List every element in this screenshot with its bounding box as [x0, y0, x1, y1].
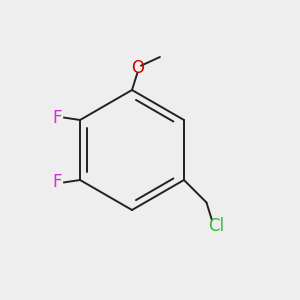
Text: O: O: [131, 58, 144, 76]
Text: F: F: [53, 109, 62, 127]
Text: Cl: Cl: [208, 217, 225, 235]
Text: F: F: [53, 173, 62, 191]
